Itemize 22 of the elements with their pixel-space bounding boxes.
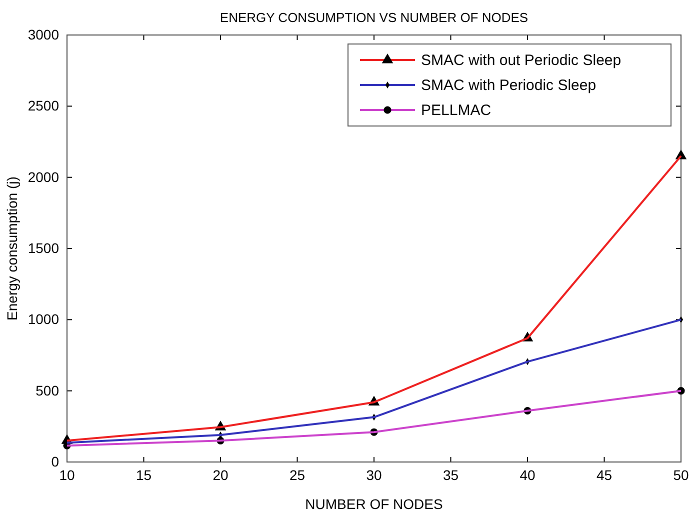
y-axis-title: Energy consumption (j) [4, 176, 20, 320]
x-axis-title: NUMBER OF NODES [305, 496, 443, 512]
legend-label: SMAC with Periodic Sleep [421, 77, 596, 94]
x-tick-label: 20 [212, 466, 228, 483]
chart-title: ENERGY CONSUMPTION VS NUMBER OF NODES [220, 10, 528, 25]
y-tick-label: 0 [51, 453, 60, 470]
y-tick-label: 2500 [28, 98, 60, 114]
y-tick-label: 500 [36, 382, 60, 398]
x-tick-label: 40 [520, 466, 536, 483]
y-tick-label: 1000 [28, 311, 60, 328]
y-tick-label: 2000 [28, 168, 60, 185]
x-tick-label: 30 [366, 466, 382, 483]
x-tick-label: 15 [136, 466, 152, 483]
x-tick-label: 35 [442, 466, 459, 483]
y-tick-label: 3000 [28, 26, 60, 42]
y-tick-label: 1500 [28, 240, 60, 256]
x-tick-label: 25 [289, 466, 306, 483]
legend-label: SMAC with out Periodic Sleep [421, 52, 622, 69]
x-tick-label: 10 [59, 466, 75, 483]
x-tick-label: 45 [596, 466, 612, 483]
legend-label: PELLMAC [421, 102, 492, 119]
x-tick-label: 50 [673, 466, 689, 483]
